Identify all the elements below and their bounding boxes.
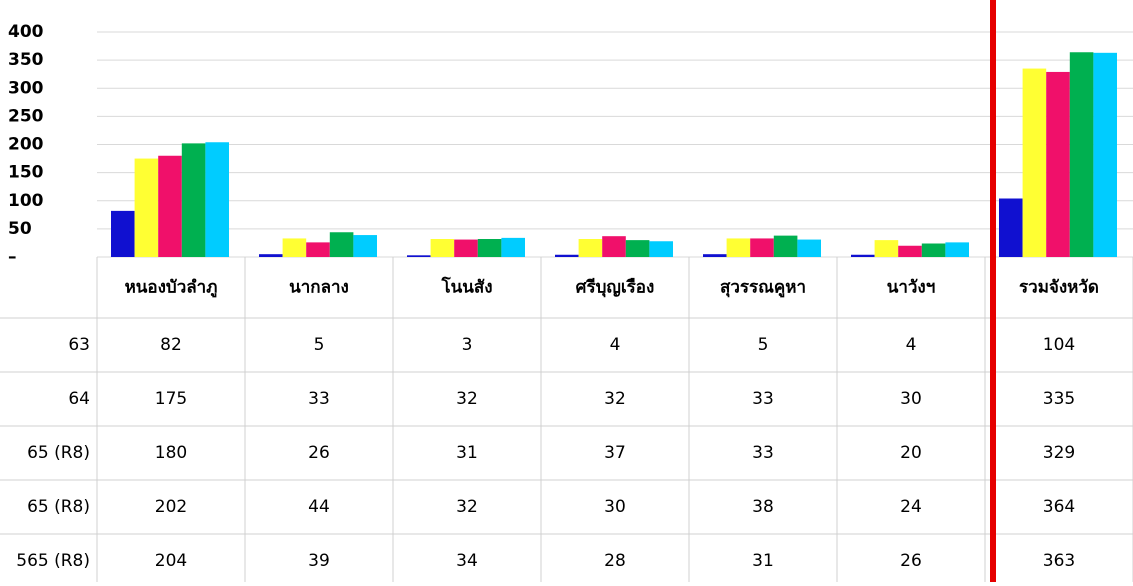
bar bbox=[999, 198, 1023, 257]
bar bbox=[454, 239, 478, 257]
x-tick-label: โนนสัง bbox=[440, 277, 492, 298]
bar bbox=[1046, 71, 1070, 257]
x-tick-label: รวมจังหวัด bbox=[1019, 278, 1099, 298]
bar bbox=[430, 239, 455, 257]
x-tick-label: ศรีบุญเรือง bbox=[576, 277, 655, 298]
table-cell: 26 bbox=[308, 443, 330, 463]
table-cell: 38 bbox=[752, 497, 774, 517]
table-cell: 363 bbox=[1043, 551, 1075, 571]
bar bbox=[797, 239, 821, 257]
table-cell: 33 bbox=[752, 389, 774, 409]
bar bbox=[501, 237, 525, 257]
table-cell: 5 bbox=[314, 335, 325, 355]
table-cell: 34 bbox=[456, 551, 478, 571]
table-cell: 329 bbox=[1043, 443, 1075, 463]
legend-label: 64 bbox=[68, 389, 90, 409]
bar bbox=[353, 235, 377, 257]
bar bbox=[851, 254, 875, 257]
table-cell: 175 bbox=[155, 389, 187, 409]
bar bbox=[703, 254, 727, 257]
bar bbox=[1069, 52, 1094, 257]
bar bbox=[602, 236, 626, 257]
bar bbox=[1093, 52, 1117, 257]
bar bbox=[945, 242, 969, 257]
table-cell: 202 bbox=[155, 497, 187, 517]
table-cell: 4 bbox=[610, 335, 621, 355]
bar bbox=[158, 155, 182, 257]
bar bbox=[555, 254, 579, 257]
y-tick-label: 200 bbox=[8, 135, 44, 155]
y-tick-label: 400 bbox=[8, 22, 44, 42]
table-cell: 44 bbox=[308, 497, 330, 517]
y-tick-label: – bbox=[8, 247, 17, 267]
table-cell: 32 bbox=[604, 389, 626, 409]
bar bbox=[329, 232, 354, 257]
bar bbox=[282, 238, 307, 257]
table-cell: 204 bbox=[155, 551, 187, 571]
table-cell: 5 bbox=[758, 335, 769, 355]
table-cell: 30 bbox=[900, 389, 922, 409]
table-cell: 33 bbox=[752, 443, 774, 463]
table-cell: 364 bbox=[1043, 497, 1075, 517]
bar bbox=[205, 142, 229, 257]
table-cell: 32 bbox=[456, 389, 478, 409]
table-cell: 30 bbox=[604, 497, 626, 517]
table-cell: 31 bbox=[456, 443, 478, 463]
table-cell: 335 bbox=[1043, 389, 1075, 409]
table-cell: 4 bbox=[906, 335, 917, 355]
bar bbox=[649, 241, 673, 257]
bar bbox=[773, 235, 798, 257]
y-tick-label: 50 bbox=[8, 219, 32, 239]
bar bbox=[750, 238, 774, 257]
x-tick-label: สุวรรณคูหา bbox=[720, 278, 806, 299]
table-cell: 37 bbox=[604, 443, 626, 463]
table-cell: 180 bbox=[155, 443, 187, 463]
table-cell: 31 bbox=[752, 551, 774, 571]
legend-label: 565 (R8) bbox=[16, 551, 90, 571]
table-cell: 28 bbox=[604, 551, 626, 571]
y-tick-label: 350 bbox=[8, 50, 44, 70]
y-tick-label: 300 bbox=[8, 78, 44, 98]
bar bbox=[134, 158, 159, 257]
bar bbox=[625, 240, 650, 257]
table-cell: 32 bbox=[456, 497, 478, 517]
bar bbox=[407, 255, 431, 257]
y-tick-label: 100 bbox=[8, 191, 44, 211]
bar bbox=[874, 240, 899, 257]
bar bbox=[259, 254, 283, 257]
table-cell: 39 bbox=[308, 551, 330, 571]
bar bbox=[111, 210, 135, 257]
bar bbox=[898, 245, 922, 257]
y-tick-label: 150 bbox=[8, 163, 44, 183]
table-cell: 82 bbox=[160, 335, 182, 355]
table-cell: 3 bbox=[462, 335, 473, 355]
bar bbox=[921, 243, 946, 257]
bar bbox=[477, 239, 502, 257]
legend-label: 65 (R8) bbox=[27, 497, 90, 517]
x-tick-label: หนองบัวลำภู bbox=[125, 278, 218, 299]
table-cell: 33 bbox=[308, 389, 330, 409]
bar bbox=[578, 239, 603, 257]
bar bbox=[306, 242, 330, 257]
table-cell: 20 bbox=[900, 443, 922, 463]
table-cell: 26 bbox=[900, 551, 922, 571]
table-cell: 24 bbox=[900, 497, 922, 517]
legend-label: 63 bbox=[68, 335, 90, 355]
bar bbox=[726, 238, 751, 257]
bar bbox=[181, 143, 206, 257]
x-tick-label: นาวังฯ bbox=[887, 278, 936, 298]
x-tick-label: นากลาง bbox=[289, 278, 349, 298]
y-tick-label: 250 bbox=[8, 106, 44, 126]
divider bbox=[990, 0, 996, 582]
bar bbox=[1022, 68, 1047, 257]
legend-label: 65 (R8) bbox=[27, 443, 90, 463]
table-cell: 104 bbox=[1043, 335, 1075, 355]
